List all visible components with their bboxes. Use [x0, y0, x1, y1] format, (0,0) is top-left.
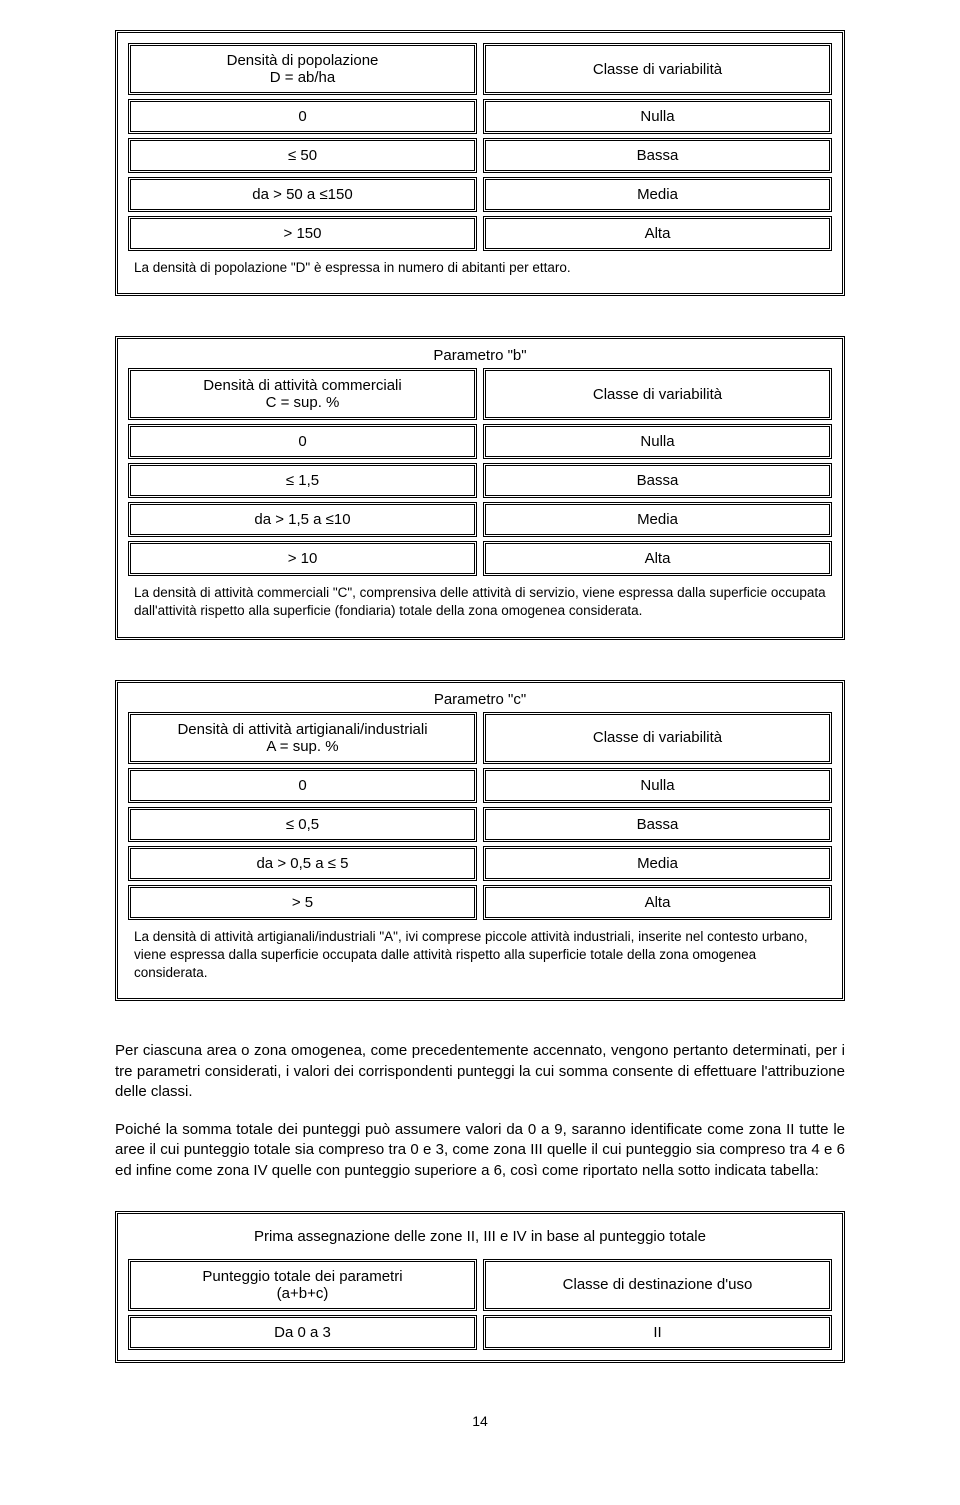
page-number: 14: [115, 1413, 845, 1429]
assign-header-left: Punteggio totale dei parametri(a+b+c): [128, 1259, 477, 1311]
page-container: Densità di popolazioneD = ab/ha Classe d…: [0, 0, 960, 1459]
cell-right: Bassa: [483, 463, 832, 498]
cell-left: ≤ 0,5: [128, 807, 477, 842]
cell-right: Alta: [483, 541, 832, 576]
cell-left: da > 0,5 a ≤ 5: [128, 846, 477, 881]
cell-right: Nulla: [483, 768, 832, 803]
cell-right: Nulla: [483, 424, 832, 459]
table-density-population: Densità di popolazioneD = ab/ha Classe d…: [115, 30, 845, 296]
table-row: ≤ 1,5 Bassa: [128, 463, 832, 498]
table-row: Da 0 a 3 II: [128, 1315, 832, 1350]
cell-right: II: [483, 1315, 832, 1350]
cell-left: ≤ 1,5: [128, 463, 477, 498]
table-b-header-left: Densità di attività commercialiC = sup. …: [128, 368, 477, 420]
table-row: da > 50 a ≤150 Media: [128, 177, 832, 212]
table-row: da > 1,5 a ≤10 Media: [128, 502, 832, 537]
table-row: 0 Nulla: [128, 768, 832, 803]
table-density-industrial: Parametro "c" Densità di attività artigi…: [115, 680, 845, 1002]
table-row: da > 0,5 a ≤ 5 Media: [128, 846, 832, 881]
body-paragraph-1: Per ciascuna area o zona omogenea, come …: [115, 1041, 845, 1102]
table-a-header-right: Classe di variabilità: [483, 43, 832, 95]
cell-right: Alta: [483, 885, 832, 920]
cell-right: Bassa: [483, 807, 832, 842]
table-c-header-left: Densità di attività artigianali/industri…: [128, 712, 477, 764]
table-row: > 5 Alta: [128, 885, 832, 920]
cell-left: ≤ 50: [128, 138, 477, 173]
table-row: > 10 Alta: [128, 541, 832, 576]
cell-right: Media: [483, 846, 832, 881]
table-b-header-right: Classe di variabilità: [483, 368, 832, 420]
cell-left: Da 0 a 3: [128, 1315, 477, 1350]
cell-right: Media: [483, 177, 832, 212]
table-row: > 150 Alta: [128, 216, 832, 251]
table-b-title: Parametro "b": [118, 339, 842, 368]
table-c-note: La densità di attività artigianali/indus…: [128, 920, 832, 989]
cell-left: > 5: [128, 885, 477, 920]
table-assignment: Prima assegnazione delle zone II, III e …: [115, 1211, 845, 1363]
cell-left: 0: [128, 424, 477, 459]
cell-left: da > 1,5 a ≤10: [128, 502, 477, 537]
table-row: ≤ 50 Bassa: [128, 138, 832, 173]
table-b-note: La densità di attività commerciali "C", …: [128, 576, 832, 626]
table-a-header-left: Densità di popolazioneD = ab/ha: [128, 43, 477, 95]
table-a-note: La densità di popolazione "D" è espressa…: [128, 251, 832, 283]
cell-right: Media: [483, 502, 832, 537]
cell-left: > 10: [128, 541, 477, 576]
cell-left: 0: [128, 768, 477, 803]
assign-title: Prima assegnazione delle zone II, III e …: [118, 1214, 842, 1259]
table-row: 0 Nulla: [128, 99, 832, 134]
cell-right: Nulla: [483, 99, 832, 134]
table-c-header-right: Classe di variabilità: [483, 712, 832, 764]
body-paragraph-2: Poiché la somma totale dei punteggi può …: [115, 1120, 845, 1181]
table-row: 0 Nulla: [128, 424, 832, 459]
table-density-commercial: Parametro "b" Densità di attività commer…: [115, 336, 845, 639]
cell-left: da > 50 a ≤150: [128, 177, 477, 212]
table-row: ≤ 0,5 Bassa: [128, 807, 832, 842]
cell-right: Alta: [483, 216, 832, 251]
table-c-title: Parametro "c": [118, 683, 842, 712]
cell-left: > 150: [128, 216, 477, 251]
assign-header-right: Classe di destinazione d'uso: [483, 1259, 832, 1311]
cell-right: Bassa: [483, 138, 832, 173]
cell-left: 0: [128, 99, 477, 134]
